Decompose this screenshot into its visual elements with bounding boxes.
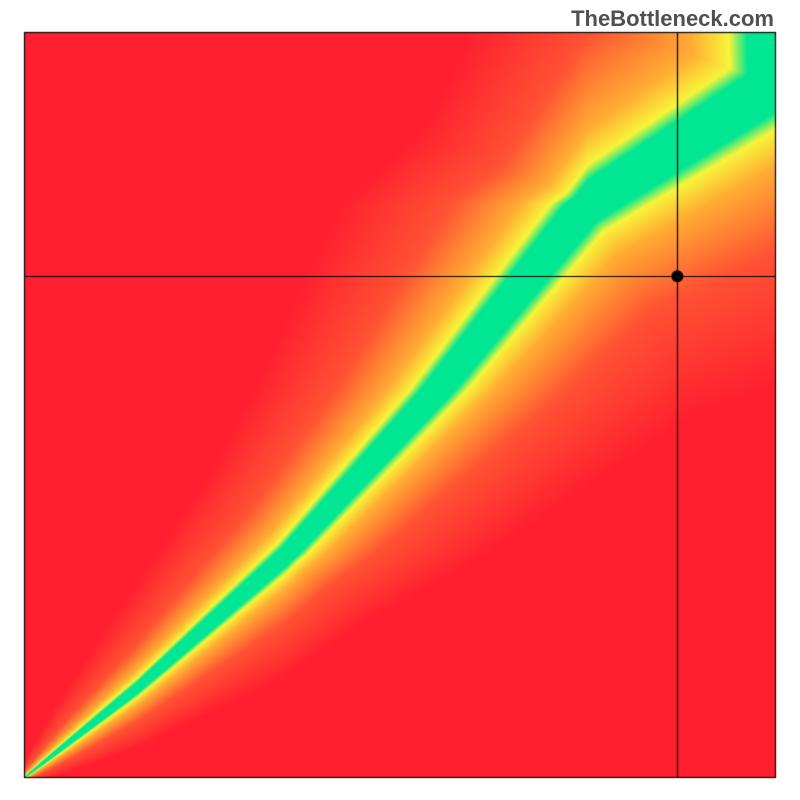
- bottleneck-heatmap: [0, 0, 800, 800]
- watermark-text: TheBottleneck.com: [571, 6, 774, 32]
- chart-container: TheBottleneck.com: [0, 0, 800, 800]
